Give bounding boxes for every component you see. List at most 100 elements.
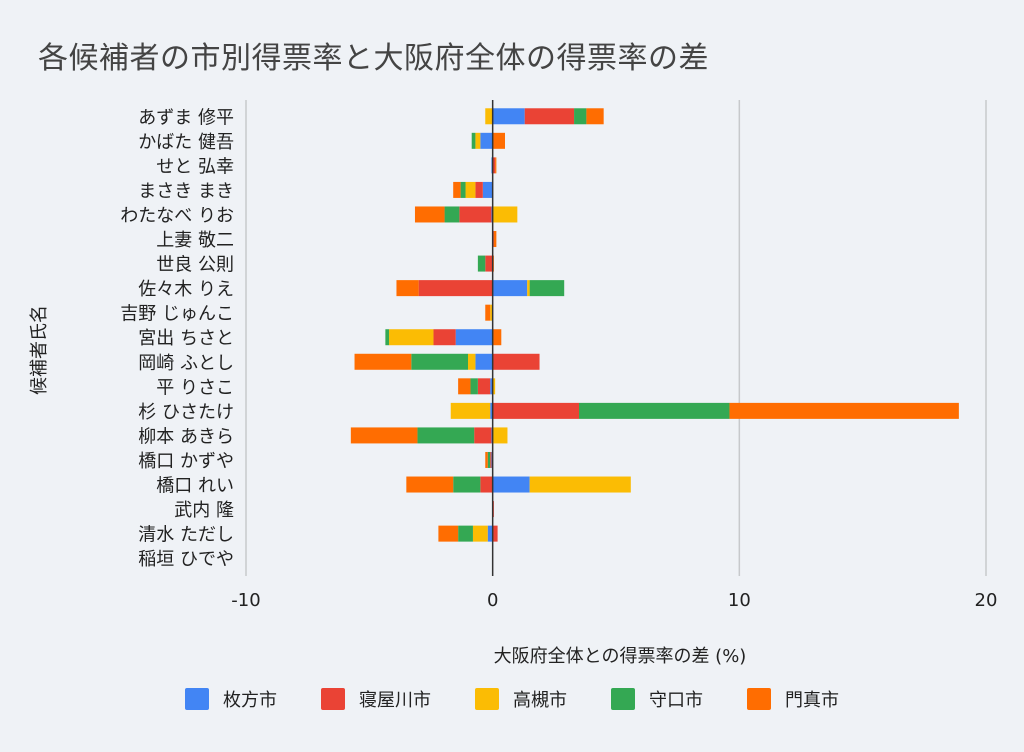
category-label: 岡崎 ふとし [138,353,234,374]
category-label: せと 弘幸 [156,156,234,177]
legend: 枚方市 寝屋川市 高槻市 守口市 門真市 [0,686,1024,712]
gridlines [245,100,987,576]
bar-segment[interactable] [418,280,493,297]
bar-segment[interactable] [438,525,459,542]
bar-segment[interactable] [492,329,502,346]
bar-segment[interactable] [492,402,579,419]
bar-segment[interactable] [485,255,493,272]
bar-segment[interactable] [417,427,475,444]
bar-segment[interactable] [482,181,493,198]
bar-segment[interactable] [458,378,471,395]
category-label: 佐々木 りえ [138,279,234,300]
bar-segment[interactable] [475,132,481,149]
category-label: 橋口 かずや [138,451,234,472]
bar-segment[interactable] [487,451,491,468]
bar-segment[interactable] [527,280,530,297]
category-label: 上妻 敬二 [156,230,234,251]
bar-segment[interactable] [470,378,478,395]
legend-item[interactable]: 寝屋川市 [321,686,431,712]
bar-segment[interactable] [524,108,575,125]
bar-segment[interactable] [459,206,492,223]
bar-segment[interactable] [490,304,493,321]
category-label: 稲垣 ひでや [138,549,234,570]
bar-segment[interactable] [485,451,488,468]
bar-segment[interactable] [385,329,390,346]
bar-segment[interactable] [453,181,461,198]
bar-segment[interactable] [586,108,604,125]
bar-segment[interactable] [493,231,497,248]
bar-segment[interactable] [468,353,476,370]
bar-segment[interactable] [487,525,493,542]
bar-segment[interactable] [411,353,468,370]
bar-segment[interactable] [471,132,476,149]
bar-segment[interactable] [450,402,491,419]
chart-title: 各候補者の市別得票率と大阪府全体の得票率の差 [38,41,709,76]
category-label: 吉野 じゅんこ [120,304,234,325]
legend-item[interactable]: 高槻市 [475,686,567,712]
bar-segment[interactable] [475,353,493,370]
bar-segment[interactable] [475,181,483,198]
bar-segment[interactable] [579,402,730,419]
bar-segment[interactable] [455,329,493,346]
category-label: 宮出 ちさと [138,328,234,349]
bar-segment[interactable] [529,476,631,493]
y-axis-label: 候補者氏名 [29,305,50,395]
bar-segment[interactable] [396,280,419,297]
bar-segment[interactable] [458,525,473,542]
bar-segment[interactable] [492,353,540,370]
legend-swatch [475,688,499,710]
bar-segment[interactable] [495,157,497,174]
x-tick-labels: -10 0 10 20 [231,590,997,611]
bar-segment[interactable] [490,451,492,468]
bar-segment[interactable] [729,402,959,419]
bar-segment[interactable] [460,181,466,198]
bar-segment[interactable] [354,353,412,370]
x-tick-label: 10 [728,590,751,611]
x-axis-label: 大阪府全体との得票率の差 (%) [493,646,747,667]
bar-segment[interactable] [529,280,565,297]
bar-segment[interactable] [474,427,492,444]
legend-item[interactable]: 枚方市 [185,686,277,712]
bar-segment[interactable] [477,378,491,395]
category-label: 武内 隆 [174,500,234,521]
bar-segment[interactable] [465,181,476,198]
bar-segment[interactable] [492,378,496,395]
bar-segment[interactable] [406,476,454,493]
legend-swatch [747,688,771,710]
category-label: あずま 修平 [138,107,234,128]
bar-segment[interactable] [433,329,456,346]
bar-segment[interactable] [414,206,445,223]
bar-segment[interactable] [485,304,491,321]
bar-segment[interactable] [453,476,481,493]
legend-item[interactable]: 守口市 [611,686,703,712]
legend-label: 枚方市 [223,690,277,711]
bar-segment[interactable] [444,206,460,223]
bar-segment[interactable] [490,402,493,419]
bar-segment[interactable] [492,525,498,542]
bar-segment[interactable] [350,427,418,444]
legend-label: 寝屋川市 [359,690,431,711]
bar-segment[interactable] [485,108,493,125]
legend-label: 門真市 [785,690,839,711]
bar-segment[interactable] [492,427,508,444]
bar-segment[interactable] [490,378,493,395]
bar-segment[interactable] [574,108,587,125]
legend-swatch [185,688,209,710]
bar-segment[interactable] [480,476,493,493]
bar-segment[interactable] [472,525,488,542]
category-label: わたなべ りお [120,205,234,226]
bar-segment[interactable] [492,132,505,149]
bar-segment[interactable] [492,280,528,297]
bar-segment[interactable] [492,157,496,174]
bar-segment[interactable] [492,206,518,223]
bar-segment[interactable] [492,108,525,125]
category-label: 清水 ただし [138,525,234,546]
bar-segment[interactable] [389,329,434,346]
bar-segment[interactable] [477,255,486,272]
category-label: 橋口 れい [156,476,234,497]
legend-item[interactable]: 門真市 [747,686,839,712]
bar-segment[interactable] [480,132,493,149]
bar-segment[interactable] [492,476,530,493]
